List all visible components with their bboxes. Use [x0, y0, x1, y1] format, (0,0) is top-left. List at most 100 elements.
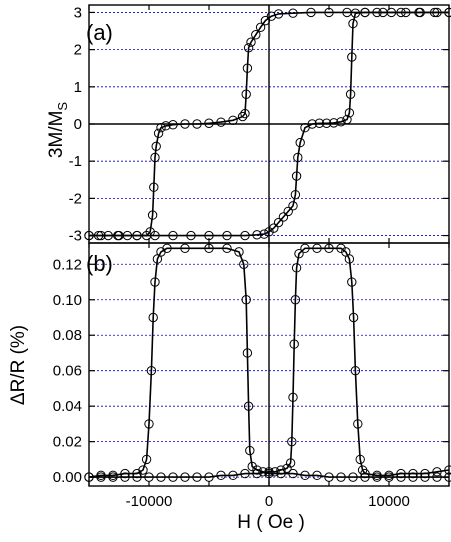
point-b-asc-31: [324, 472, 334, 482]
point-a-asc-10: [150, 152, 160, 163]
point-a-asc-25: [243, 43, 254, 53]
point-b-desc-33: [228, 470, 238, 481]
point-b-asc-20: [242, 348, 253, 358]
point-b-desc-1: [432, 467, 442, 477]
point-b-asc-26: [264, 468, 274, 479]
point-b-desc-17: [324, 243, 334, 254]
point-b-desc-34: [216, 470, 226, 481]
xtick-label-0: -10000: [126, 493, 173, 510]
point-b-desc-27: [282, 463, 292, 473]
markers-a: [84, 7, 451, 241]
point-a-asc-23: [241, 89, 251, 99]
ytick-label-b-1: 0.02: [53, 434, 82, 451]
point-b-asc-5: [138, 465, 148, 475]
point-a-desc-30: [252, 230, 262, 240]
point-a-desc-11: [344, 108, 355, 118]
point-b-asc-38: [408, 472, 418, 482]
y-axis-title-b: ΔR/R (%): [8, 325, 29, 405]
point-b-asc-33: [348, 472, 358, 482]
point-a-desc-23: [288, 201, 298, 211]
point-a-asc-24: [242, 63, 253, 73]
x-axis-title: H ( Oe ): [237, 512, 305, 533]
point-a-asc-20: [228, 115, 238, 125]
axes-a: [88, 4, 450, 244]
point-a-asc-0: [84, 230, 94, 241]
point-a-asc-34: [324, 7, 334, 18]
point-a-desc-19: [295, 137, 305, 148]
ytick-label-a-6: 3: [74, 4, 82, 21]
point-b-desc-32: [240, 468, 250, 479]
point-a-asc-17: [192, 119, 202, 129]
point-a-asc-7: [145, 227, 155, 237]
point-a-asc-37: [378, 7, 388, 18]
point-a-desc-24: [283, 206, 293, 217]
point-b-desc-40: [144, 472, 154, 482]
point-a-desc-3: [401, 7, 411, 18]
point-b-desc-3: [408, 468, 418, 479]
point-a-desc-20: [293, 152, 303, 163]
point-b-asc-17: [234, 247, 244, 257]
point-a-desc-26: [273, 217, 284, 228]
panel-a-label: (a): [86, 20, 113, 45]
ytick-label-a-4: 1: [74, 79, 82, 96]
ticks-b: 0.00 0.02 0.04 0.06 0.08 0.10 0.12 -10000 0 10000: [53, 243, 450, 510]
point-b-asc-10: [150, 277, 160, 287]
point-b-desc-16: [336, 243, 346, 254]
y-axis-title-a: 3M/MS: [46, 102, 70, 159]
point-b-asc-39: [420, 472, 430, 482]
point-b-asc-35: [372, 472, 382, 482]
point-b-desc-41: [132, 472, 142, 482]
point-a-asc-32: [288, 8, 298, 18]
ytick-label-a-3: 0: [74, 116, 82, 133]
point-a-asc-11: [151, 141, 161, 152]
point-a-asc-1: [93, 230, 104, 241]
point-b-desc-37: [180, 472, 190, 482]
point-a-desc-39: [96, 230, 106, 241]
point-a-asc-19: [216, 117, 226, 127]
point-b-asc-19: [241, 295, 251, 305]
point-b-asc-23: [247, 461, 257, 472]
point-b-asc-1: [96, 470, 106, 481]
point-b-desc-38: [168, 472, 178, 482]
point-a-asc-30: [266, 11, 277, 21]
point-a-asc-15: [168, 120, 178, 130]
point-a-asc-26: [246, 37, 256, 47]
point-b-desc-8: [357, 465, 368, 475]
point-b-desc-0: [444, 465, 451, 475]
point-b-desc-23: [289, 339, 299, 349]
point-a-desc-16: [314, 118, 325, 128]
point-a-desc-28: [264, 227, 274, 237]
xtick-label-1: 0: [265, 493, 273, 510]
point-a-asc-16: [180, 119, 190, 129]
panel-a-magnetization: -3 -2 -1 0 1 2 3 (a) 3M/MS: [46, 4, 451, 245]
y-axis-title-a-sub: S: [55, 102, 70, 111]
point-b-asc-40: [432, 472, 442, 482]
ytick-label-b-6: 0.12: [53, 256, 82, 273]
markers-b: [84, 243, 451, 482]
point-b-desc-2: [420, 468, 430, 479]
point-a-desc-22: [290, 189, 301, 200]
point-a-asc-33: [306, 7, 316, 18]
point-b-asc-15: [204, 243, 214, 254]
point-a-asc-21: [237, 111, 248, 122]
point-a-asc-38: [396, 7, 406, 18]
point-b-desc-12: [348, 312, 359, 323]
point-b-desc-15: [341, 247, 351, 257]
point-a-asc-5: [132, 230, 142, 241]
point-b-asc-25: [258, 467, 268, 477]
point-a-asc-3: [113, 230, 123, 241]
point-b-asc-6: [141, 454, 152, 465]
ytick-label-a-0: -3: [69, 228, 82, 245]
point-b-desc-31: [252, 468, 262, 479]
point-a-asc-29: [260, 15, 271, 26]
point-a-desc-25: [278, 212, 289, 222]
point-a-asc-13: [156, 123, 166, 133]
point-b-asc-41: [444, 472, 451, 482]
point-b-desc-28: [276, 465, 286, 475]
point-a-desc-35: [168, 230, 178, 241]
point-b-desc-21: [291, 263, 302, 273]
point-a-asc-12: [153, 128, 164, 138]
point-b-asc-9: [148, 312, 158, 323]
point-b-desc-4: [396, 468, 406, 479]
point-a-desc-5: [372, 7, 382, 18]
